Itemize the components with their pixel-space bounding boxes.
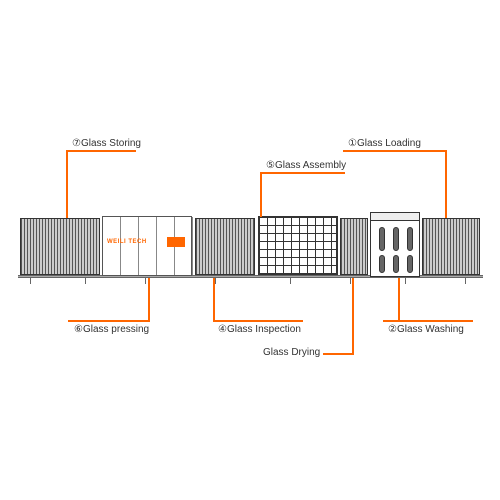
support-leg (405, 278, 406, 284)
callout-line-washing-v (398, 278, 400, 320)
callout-line-inspection-v (213, 278, 215, 322)
callout-line-storing-h (66, 150, 136, 152)
washing-roller (379, 255, 385, 273)
station-drying (340, 218, 368, 275)
station-press-cabinet: WEILI TECH (102, 216, 192, 276)
callout-line-washing-h (383, 320, 473, 322)
support-leg (290, 278, 291, 284)
washing-roller (393, 255, 399, 273)
callout-drying: Glass Drying (263, 347, 320, 358)
support-leg (30, 278, 31, 284)
callout-line-assembly-v (260, 172, 262, 217)
callout-inspection: ④Glass Inspection (218, 324, 301, 335)
callout-washing: ②Glass Washing (388, 324, 464, 335)
callout-loading: ①Glass Loading (348, 138, 421, 149)
support-leg (85, 278, 86, 284)
callout-line-storing-v (66, 150, 68, 218)
callout-line-pressing-v (148, 278, 150, 320)
callout-pressing: ⑥Glass pressing (74, 324, 149, 335)
callout-line-inspection-h (213, 320, 303, 322)
washing-roller (407, 255, 413, 273)
station-storing (20, 218, 100, 275)
station-loading (422, 218, 480, 275)
callout-storing: ⑦Glass Storing (72, 138, 141, 149)
station-inspection (195, 218, 255, 275)
callout-line-drying-h (323, 353, 354, 355)
callout-line-loading-h (343, 150, 445, 152)
callout-line-drying-v (352, 278, 354, 355)
station-washing (370, 212, 420, 277)
support-leg (350, 278, 351, 284)
support-leg (145, 278, 146, 284)
callout-line-pressing-h (68, 320, 150, 322)
brand-label: WEILI TECH (107, 239, 147, 245)
support-leg (465, 278, 466, 284)
callout-line-loading-v (445, 150, 447, 218)
support-leg (215, 278, 216, 284)
washing-roller (379, 227, 385, 251)
station-assembly (258, 216, 338, 275)
washing-roller (407, 227, 413, 251)
callout-assembly: ⑤Glass Assembly (266, 160, 346, 171)
callout-line-assembly-h (260, 172, 345, 174)
washing-roller (393, 227, 399, 251)
